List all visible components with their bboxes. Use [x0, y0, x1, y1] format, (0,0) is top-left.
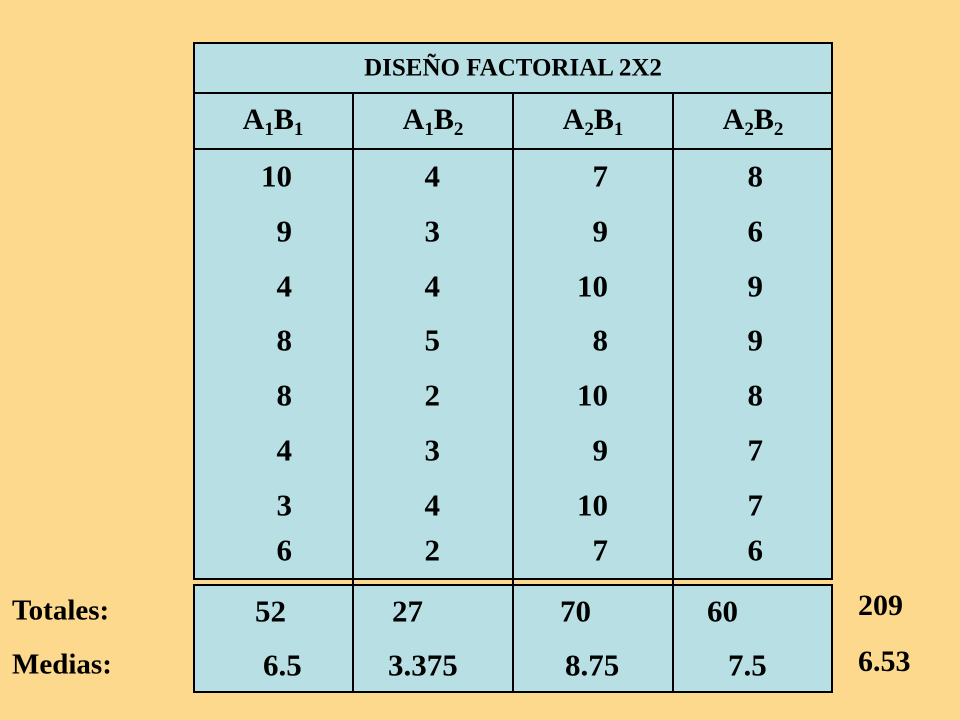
cell-value: 5 [424, 322, 441, 358]
header-part: 1 [424, 119, 434, 140]
cell-value: 10 [577, 268, 608, 304]
cell-value: 2 [424, 377, 441, 413]
cell-value: 10 [261, 158, 292, 194]
header-part: B [433, 103, 454, 136]
column-header: A1B1 [242, 103, 304, 140]
cell-value: 10 [577, 377, 608, 413]
header-part: 2 [744, 119, 754, 140]
header-part: A [242, 103, 265, 136]
totals-label: Totales: [12, 594, 110, 627]
header-part: B [593, 103, 614, 136]
header-part: 1 [264, 119, 274, 140]
column-mean: 8.75 [565, 647, 620, 683]
cell-value: 3 [276, 487, 293, 523]
grand-mean: 6.53 [858, 645, 911, 678]
cell-value: 9 [592, 432, 609, 468]
table-title: DISEÑO FACTORIAL 2X2 [364, 54, 662, 82]
cell-value: 2 [424, 532, 441, 568]
header-part: 1 [293, 119, 304, 140]
cell-value: 4 [276, 268, 293, 304]
column-mean: 7.5 [728, 647, 767, 683]
cell-value: 8 [747, 158, 764, 194]
column-mean: 3.375 [388, 647, 458, 683]
cell-value: 7 [747, 432, 764, 468]
cell-value: 9 [747, 268, 764, 304]
cell-value: 6 [276, 532, 293, 568]
header-part: 1 [613, 119, 624, 140]
cell-value: 4 [424, 158, 441, 194]
column-mean: 6.5 [263, 647, 302, 683]
cell-value: 4 [276, 432, 293, 468]
column-total: 27 [392, 593, 423, 629]
cell-value: 4 [424, 487, 441, 523]
cell-value: 3 [424, 432, 441, 468]
cell-value: 9 [592, 213, 609, 249]
cell-value: 4 [424, 268, 441, 304]
column-divider [672, 92, 674, 693]
column-divider [512, 92, 514, 693]
cell-value: 10 [577, 487, 608, 523]
cell-value: 8 [747, 377, 764, 413]
cell-value: 7 [592, 532, 609, 568]
grand-total: 209 [858, 589, 903, 622]
cell-value: 9 [747, 322, 764, 358]
column-header: A1B2 [402, 103, 464, 140]
cell-value: 6 [747, 213, 764, 249]
header-part: 2 [453, 119, 464, 140]
header-part: 2 [773, 119, 784, 140]
column-divider [352, 92, 354, 693]
column-total: 60 [707, 593, 738, 629]
column-header: A2B2 [722, 103, 784, 140]
cell-value: 3 [424, 213, 441, 249]
means-label: Medias: [12, 648, 112, 681]
cell-value: 8 [592, 322, 609, 358]
header-part: A [562, 103, 585, 136]
cell-value: 8 [276, 377, 293, 413]
header-part: 2 [584, 119, 594, 140]
header-part: A [722, 103, 745, 136]
header-part: A [402, 103, 425, 136]
cell-value: 6 [747, 532, 764, 568]
cell-value: 7 [592, 158, 609, 194]
column-total: 70 [560, 593, 591, 629]
cell-value: 8 [276, 322, 293, 358]
header-part: B [273, 103, 294, 136]
column-total: 52 [255, 593, 286, 629]
cell-value: 7 [747, 487, 764, 523]
cell-value: 9 [276, 213, 293, 249]
column-header: A2B1 [562, 103, 624, 140]
header-part: B [753, 103, 774, 136]
